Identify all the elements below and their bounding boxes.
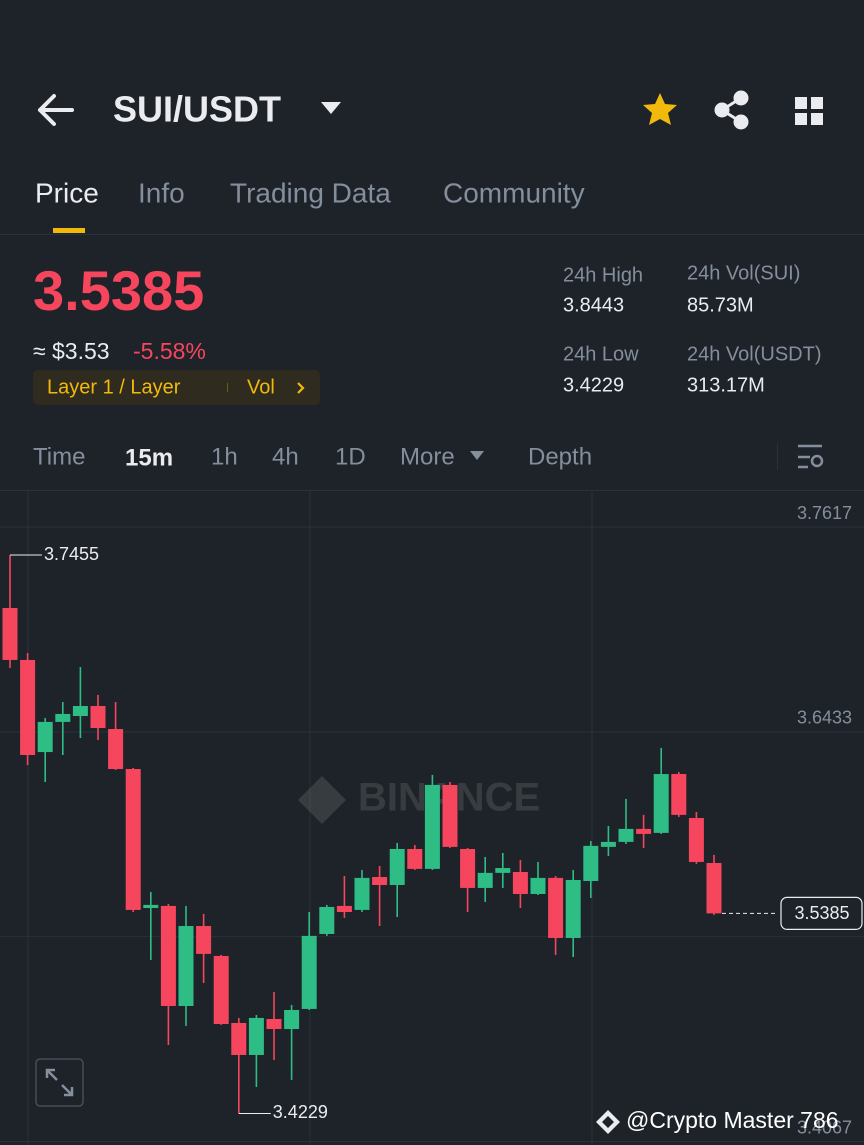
candle-body bbox=[372, 877, 388, 885]
interval[interactable]: 1h bbox=[211, 443, 238, 470]
candle-body bbox=[37, 721, 53, 753]
interval[interactable]: 1D bbox=[335, 443, 366, 470]
divider bbox=[777, 443, 778, 470]
price-change: -5.58% bbox=[133, 338, 206, 364]
interval[interactable]: 4h bbox=[272, 443, 299, 470]
logo-icon bbox=[298, 776, 346, 824]
tab[interactable]: Price bbox=[35, 177, 99, 208]
candle-body bbox=[2, 608, 18, 660]
candle-body bbox=[671, 774, 687, 815]
candle-body bbox=[618, 828, 634, 842]
candle-body bbox=[336, 905, 352, 912]
tag-chevron bbox=[297, 382, 305, 394]
tag[interactable]: Layer 1 / Layer bbox=[47, 376, 181, 398]
interval[interactable]: Depth bbox=[528, 443, 592, 470]
watermark: @Crypto Master 786 bbox=[626, 1107, 839, 1133]
interval[interactable]: 15m bbox=[125, 444, 173, 471]
candle-body bbox=[178, 926, 194, 1006]
stat-value: 3.8443 bbox=[563, 294, 624, 316]
candle-body bbox=[248, 1017, 264, 1055]
last-price: 3.5385 bbox=[33, 259, 204, 322]
expand-button[interactable] bbox=[35, 1058, 84, 1107]
annotation-label: 3.7455 bbox=[44, 544, 99, 564]
last-price-label: 3.5385 bbox=[794, 903, 849, 923]
annotation-label: 3.4229 bbox=[273, 1102, 328, 1122]
candle-body bbox=[512, 872, 528, 894]
interval[interactable]: More bbox=[400, 443, 455, 470]
candle-body bbox=[583, 845, 599, 882]
y-tick-label: 3.6433 bbox=[797, 708, 852, 728]
back-button[interactable] bbox=[38, 94, 74, 126]
tab[interactable]: Community bbox=[443, 177, 585, 208]
expand-icon bbox=[45, 1068, 74, 1097]
candle-body bbox=[125, 769, 141, 910]
tab-indicator bbox=[53, 228, 85, 233]
candle-body bbox=[213, 955, 229, 1024]
more-dropdown[interactable] bbox=[470, 451, 484, 460]
candle-body bbox=[407, 848, 423, 869]
candle-body bbox=[90, 705, 106, 728]
candle-body bbox=[196, 926, 212, 954]
candle-body bbox=[55, 713, 71, 722]
expand-box bbox=[35, 1058, 84, 1107]
candle-body bbox=[706, 863, 722, 914]
stat-label: 24h Low bbox=[563, 343, 639, 365]
divider bbox=[0, 234, 864, 235]
candle-body bbox=[495, 868, 511, 873]
candle-body bbox=[424, 784, 440, 869]
stat-label: 24h Vol(SUI) bbox=[687, 262, 800, 284]
candle-body bbox=[108, 729, 124, 770]
watermark-logo bbox=[596, 1110, 620, 1134]
candle-body bbox=[442, 784, 458, 847]
stat-label: 24h Vol(USDT) bbox=[687, 343, 822, 365]
candle-body bbox=[354, 877, 370, 910]
candle-body bbox=[688, 818, 704, 862]
favorite-star[interactable] bbox=[643, 93, 677, 125]
candle-body bbox=[389, 848, 405, 885]
y-tick-label: 3.4067 bbox=[797, 1117, 852, 1137]
candle-body bbox=[160, 905, 176, 1006]
candle-body bbox=[565, 879, 581, 938]
chart-settings[interactable] bbox=[798, 444, 824, 469]
tag-link[interactable]: Vol bbox=[247, 376, 275, 398]
candle-body bbox=[530, 877, 546, 894]
tag-box bbox=[33, 370, 320, 405]
candle-body bbox=[72, 705, 88, 717]
fiat-price: ≈ $3.53 bbox=[33, 338, 110, 364]
stat-label: 24h High bbox=[563, 264, 643, 286]
candle-body bbox=[284, 1009, 300, 1030]
stat-value: 313.17M bbox=[687, 374, 765, 396]
tab[interactable]: Trading Data bbox=[230, 177, 391, 208]
menu-grid[interactable] bbox=[795, 97, 823, 125]
candle-body bbox=[266, 1018, 282, 1030]
candle-body bbox=[653, 774, 669, 833]
candle-body bbox=[319, 906, 335, 934]
y-tick-label: 3.7617 bbox=[797, 503, 852, 523]
pair-dropdown[interactable] bbox=[321, 102, 341, 114]
candlestick-chart: BINANCE3.76173.64333.52513.40673.74553.4… bbox=[0, 491, 864, 1145]
candle-body bbox=[636, 828, 652, 834]
tag-separator bbox=[227, 383, 228, 392]
candle-body bbox=[548, 877, 564, 938]
pair-title[interactable]: SUI/USDT bbox=[113, 89, 281, 130]
interval[interactable]: Time bbox=[33, 443, 85, 470]
candle-body bbox=[460, 848, 476, 888]
candle-body bbox=[231, 1022, 247, 1055]
divider bbox=[0, 490, 864, 491]
tab[interactable]: Info bbox=[138, 177, 185, 208]
stat-value: 85.73M bbox=[687, 294, 754, 316]
candle-body bbox=[20, 659, 36, 755]
candle-body bbox=[301, 935, 317, 1009]
candle-body bbox=[143, 904, 159, 909]
candle-body bbox=[600, 841, 616, 847]
last-price-box bbox=[780, 896, 863, 930]
candle-body bbox=[477, 872, 493, 888]
stat-value: 3.4229 bbox=[563, 374, 624, 396]
share-button[interactable] bbox=[714, 90, 749, 130]
